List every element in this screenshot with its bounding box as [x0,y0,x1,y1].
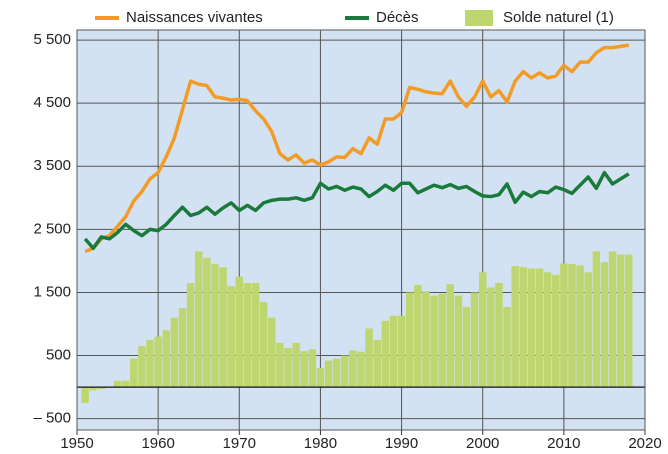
bar [608,251,617,388]
bar [81,387,89,403]
bar [316,368,325,388]
bar [170,317,179,388]
bar [349,350,357,388]
y-tick-label: 3 500 [33,157,71,174]
bar [405,292,414,388]
bar [268,317,276,388]
bar [235,276,244,388]
bar [430,295,438,388]
bar [251,282,260,388]
bar [592,251,601,388]
bar [292,342,300,388]
bar [438,293,446,388]
bar [478,272,487,388]
bar [519,267,528,388]
bar [300,351,308,388]
bar [203,257,211,388]
bar [284,347,292,388]
legend-label: Naissances vivantes [126,9,263,26]
x-tick-label: 1970 [223,435,256,452]
bar [552,274,560,388]
bar [511,265,519,388]
bar [259,301,268,388]
bar [276,342,284,388]
bar [154,336,162,388]
y-tick-label: 5 500 [33,31,71,48]
bar [89,387,97,391]
bar [576,265,584,388]
bar [178,308,187,388]
bar [616,254,625,388]
bar [625,254,633,388]
bar [373,339,381,388]
legend-label: Décès [376,9,419,26]
legend-swatch [465,10,493,26]
bar [462,306,471,388]
bar [527,268,536,388]
bar [243,282,252,388]
bar [422,291,430,388]
bar [495,282,503,388]
bar [535,268,544,388]
bar [397,315,406,388]
x-tick-label: 1990 [385,435,418,452]
bar [332,358,341,388]
bar [414,284,422,388]
bar [365,328,373,388]
bar [186,282,195,388]
y-tick-label: 4 500 [33,94,71,111]
x-tick-label: 2020 [628,435,661,452]
y-tick-label: – 500 [33,410,71,427]
bar [121,380,130,388]
line [83,170,630,251]
bar [503,306,511,388]
y-tick-label: 1 500 [33,283,71,300]
bar [560,263,568,388]
bar [324,360,333,388]
bar [130,358,138,388]
bar [446,284,454,388]
x-tick-label: 2010 [547,435,580,452]
y-tick-label: 500 [46,347,71,364]
bar [341,355,349,388]
bar [470,292,479,388]
bar [568,264,576,388]
bar [389,315,398,388]
bar [543,272,552,388]
bar [381,320,390,388]
bar [146,339,154,388]
bar [357,351,365,388]
bar [600,262,609,388]
bar [113,380,122,388]
bar [487,287,495,388]
x-tick-label: 1950 [60,435,93,452]
bar [138,346,146,388]
x-tick-label: 1960 [141,435,174,452]
line [84,43,630,254]
bar [308,349,317,388]
x-tick-label: 1980 [304,435,337,452]
y-tick-label: 2 500 [33,220,71,237]
legend-label: Solde naturel (1) [503,9,614,26]
bar [194,251,203,388]
bar [162,330,170,388]
bar [97,387,106,389]
bar [219,267,227,388]
bar [584,272,592,388]
bar [454,295,463,388]
x-tick-label: 2000 [466,435,499,452]
bar [211,264,219,388]
plot-frame [76,29,646,431]
bar [227,286,235,388]
